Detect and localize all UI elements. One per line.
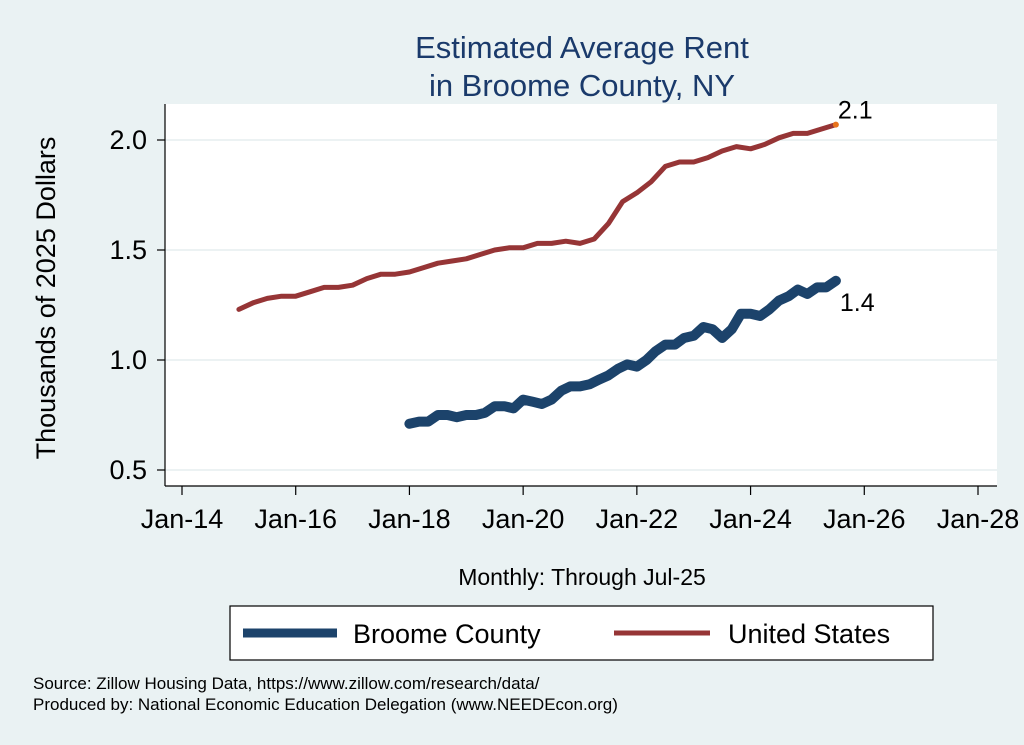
x-axis-title: Monthly: Through Jul-25 xyxy=(458,564,706,590)
x-tick-label: Jan-20 xyxy=(482,504,565,534)
x-tick-label: Jan-26 xyxy=(823,504,906,534)
x-tick-label: Jan-24 xyxy=(709,504,792,534)
series-layer xyxy=(236,122,841,429)
series-line-broome-county xyxy=(404,275,841,429)
legend: Broome County United States xyxy=(229,605,934,661)
end-point-marker xyxy=(832,121,839,128)
y-tick-label: 1.5 xyxy=(109,235,147,265)
y-tick-label: 0.5 xyxy=(109,455,147,485)
legend-label-united-states: United States xyxy=(728,619,890,649)
y-axis-title: Thousands of 2025 Dollars xyxy=(31,137,61,460)
legend-box xyxy=(229,605,934,661)
axes xyxy=(157,104,997,495)
x-tick-labels: Jan-14 Jan-16 Jan-18 Jan-20 Jan-22 Jan-24 Jan-… xyxy=(141,504,1020,534)
x-tick-label: Jan-22 xyxy=(596,504,679,534)
x-tick-label: Jan-14 xyxy=(141,504,224,534)
y-tick-label: 1.0 xyxy=(109,345,147,375)
gridlines xyxy=(165,139,997,471)
legend-label-broome-county: Broome County xyxy=(353,619,541,649)
source-note: Source: Zillow Housing Data, https://www… xyxy=(33,674,540,693)
x-tick-label: Jan-18 xyxy=(368,504,451,534)
end-label-broome-county: 1.4 xyxy=(840,289,875,317)
chart-title-line-1: Estimated Average Rent xyxy=(415,30,749,65)
end-label-united-states: 2.1 xyxy=(838,97,873,125)
y-tick-labels: 0.5 1.0 1.5 2.0 xyxy=(109,125,147,485)
producer-note: Produced by: National Economic Education… xyxy=(33,695,618,714)
x-tick-label: Jan-16 xyxy=(254,504,337,534)
series-line-united-states xyxy=(236,122,839,312)
y-tick-label: 2.0 xyxy=(109,125,147,155)
x-tick-label: Jan-28 xyxy=(937,504,1020,534)
end-labels: 2.1 1.4 xyxy=(832,97,875,317)
chart-title-line-2: in Broome County, NY xyxy=(429,68,735,103)
